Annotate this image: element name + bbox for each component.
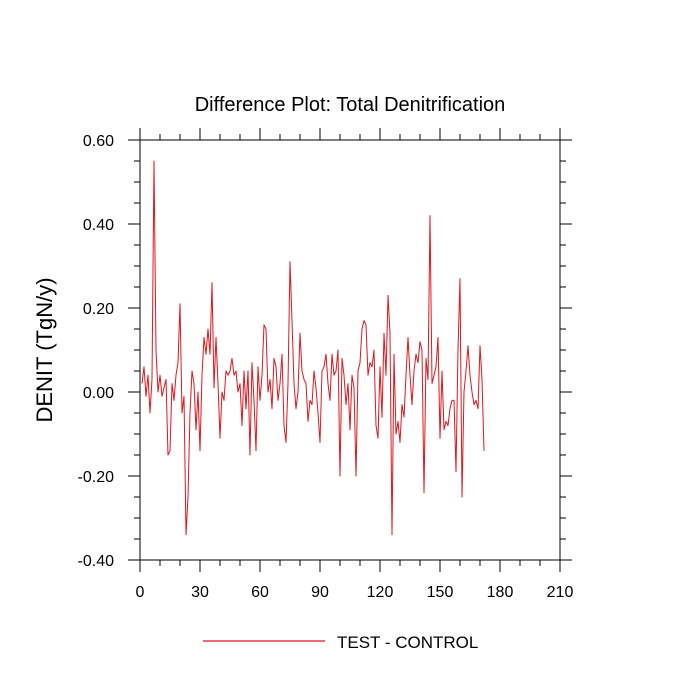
y-tick-label: 0.60	[83, 133, 114, 150]
x-tick-label: 150	[427, 584, 454, 601]
plot-frame	[139, 139, 561, 561]
x-tick-label: 180	[487, 584, 514, 601]
y-tick-label: -0.20	[78, 469, 115, 486]
y-tick-label: 0.40	[83, 217, 114, 234]
series-line	[141, 160, 485, 536]
x-tick-label: 90	[311, 584, 329, 601]
x-tick-label: 210	[547, 584, 574, 601]
x-tick-label: 0	[136, 584, 145, 601]
y-tick-label: -0.40	[78, 553, 115, 570]
x-tick-label: 60	[251, 584, 269, 601]
chart-title: Difference Plot: Total Denitrification	[195, 94, 506, 116]
y-axis-label: DENIT (TgN/y)	[32, 277, 57, 422]
y-tick-label: 0.00	[83, 385, 114, 402]
legend-label: TEST - CONTROL	[337, 633, 478, 652]
x-tick-label: 120	[367, 584, 394, 601]
x-tick-label: 30	[191, 584, 209, 601]
y-tick-label: 0.20	[83, 301, 114, 318]
legend: TEST - CONTROL	[203, 633, 478, 652]
